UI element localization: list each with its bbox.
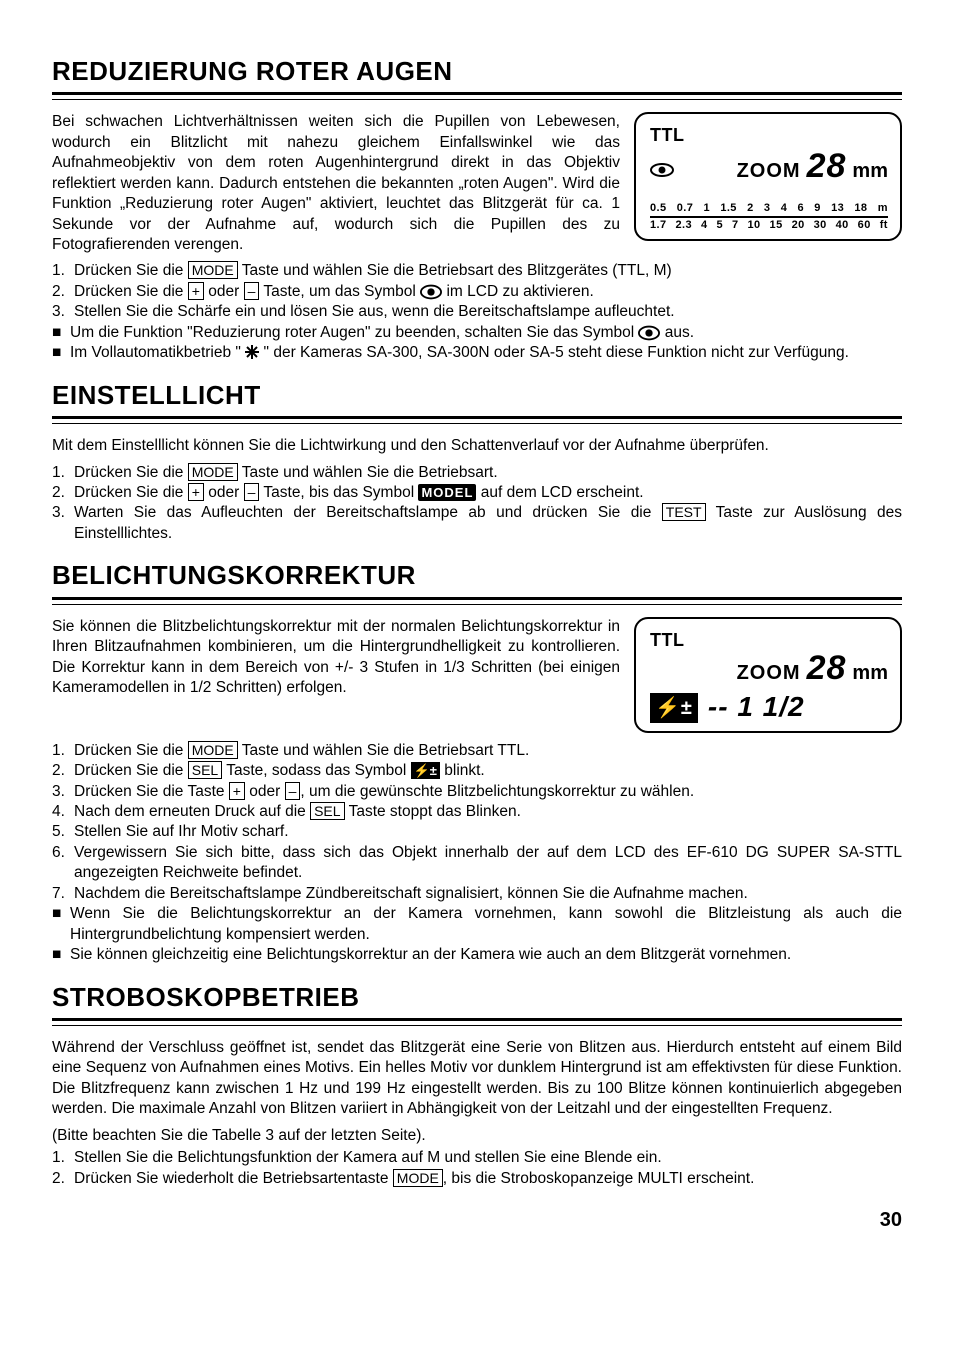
step-text: Um die Funktion "Reduzierung roter Augen… bbox=[70, 323, 902, 343]
step-text: Wenn Sie die Belichtungskorrektur an der… bbox=[70, 904, 902, 945]
step-num: 4. bbox=[52, 802, 74, 822]
flash-comp-icon: ⚡± bbox=[650, 693, 698, 723]
step-text: Stellen Sie auf Ihr Motiv scharf. bbox=[74, 822, 902, 842]
section3-heading: BELICHTUNGSKORREKTUR bbox=[52, 558, 902, 594]
zoom-unit: mm bbox=[852, 158, 888, 184]
step-num: 5. bbox=[52, 822, 74, 842]
step-num: 3. bbox=[52, 302, 74, 322]
step-text: Stellen Sie die Schärfe ein und lösen Si… bbox=[74, 302, 902, 322]
step-num: 6. bbox=[52, 843, 74, 884]
flash-comp-icon: ⚡± bbox=[411, 762, 440, 779]
eye-icon bbox=[638, 325, 660, 341]
divider bbox=[52, 416, 902, 424]
step-text: Stellen Sie die Belichtungsfunktion der … bbox=[74, 1148, 902, 1168]
plus-key: + bbox=[188, 483, 204, 501]
step-text: Sie können gleichzeitig eine Belichtungs… bbox=[70, 945, 902, 965]
step-text: Drücken Sie die Taste + oder –, um die g… bbox=[74, 782, 902, 802]
step-num: 2. bbox=[52, 483, 74, 503]
distance-scale: 0.50.711.5234691318m 1.72.34571015203040… bbox=[650, 203, 888, 231]
mode-key: MODE bbox=[188, 741, 238, 759]
section1-steps: 1.Drücken Sie die MODE Taste und wählen … bbox=[52, 261, 902, 363]
ev-value: -- 1 1/2 bbox=[708, 689, 805, 726]
step-text: Nachdem die Bereitschaftslampe Zündberei… bbox=[74, 884, 902, 904]
sel-key: SEL bbox=[310, 802, 344, 820]
zoom-label: ZOOM bbox=[737, 158, 801, 184]
step-num: 1. bbox=[52, 1148, 74, 1168]
step-num: 2. bbox=[52, 282, 74, 302]
bullet: ■ bbox=[52, 904, 70, 945]
section2-heading: EINSTELLLICHT bbox=[52, 378, 902, 414]
step-text: Drücken Sie die MODE Taste und wählen Si… bbox=[74, 741, 902, 761]
divider bbox=[52, 597, 902, 605]
lcd-display-2: TTL ZOOM 28 mm ⚡± -- 1 1/2 bbox=[634, 617, 902, 733]
section2-steps: 1.Drücken Sie die MODE Taste und wählen … bbox=[52, 463, 902, 545]
step-num: 2. bbox=[52, 761, 74, 781]
bullet: ■ bbox=[52, 343, 70, 363]
section4-para: Während der Verschluss geöffnet ist, sen… bbox=[52, 1038, 902, 1120]
step-text: Drücken Sie die MODE Taste und wählen Si… bbox=[74, 463, 902, 483]
step-num: 2. bbox=[52, 1169, 74, 1189]
section4-steps: 1.Stellen Sie die Belichtungsfunktion de… bbox=[52, 1148, 902, 1189]
step-text: Drücken Sie die + oder – Taste, bis das … bbox=[74, 483, 902, 503]
sel-key: SEL bbox=[188, 761, 222, 779]
step-text: Drücken Sie die SEL Taste, sodass das Sy… bbox=[74, 761, 902, 781]
mode-key: MODE bbox=[188, 261, 238, 279]
minus-key: – bbox=[244, 483, 260, 501]
section1-heading: REDUZIERUNG ROTER AUGEN bbox=[52, 54, 902, 90]
zoom-label: ZOOM bbox=[737, 660, 801, 686]
step-num: 1. bbox=[52, 741, 74, 761]
step-num: 3. bbox=[52, 503, 74, 544]
step-num: 7. bbox=[52, 884, 74, 904]
step-text: Drücken Sie die + oder – Taste, um das S… bbox=[74, 282, 902, 302]
step-num: 3. bbox=[52, 782, 74, 802]
step-text: Drücken Sie wiederholt die Betriebsarten… bbox=[74, 1169, 902, 1189]
section2-para: Mit dem Einstelllicht können Sie die Lic… bbox=[52, 436, 902, 456]
minus-key: – bbox=[285, 782, 301, 800]
step-text: Drücken Sie die MODE Taste und wählen Si… bbox=[74, 261, 902, 281]
zoom-value: 28 bbox=[807, 646, 847, 691]
bullet: ■ bbox=[52, 945, 70, 965]
minus-key: – bbox=[244, 282, 260, 300]
section4-note: (Bitte beachten Sie die Tabelle 3 auf de… bbox=[52, 1126, 902, 1146]
step-text: Nach dem erneuten Druck auf die SEL Tast… bbox=[74, 802, 902, 822]
plus-key: + bbox=[188, 282, 204, 300]
mode-key: MODE bbox=[188, 463, 238, 481]
step-num: 1. bbox=[52, 463, 74, 483]
plus-key: + bbox=[229, 782, 245, 800]
step-text: Vergewissern Sie sich bitte, dass sich d… bbox=[74, 843, 902, 884]
step-num: 1. bbox=[52, 261, 74, 281]
divider bbox=[52, 1018, 902, 1026]
model-icon: MODEL bbox=[418, 484, 476, 501]
page-number: 30 bbox=[52, 1207, 902, 1233]
zoom-value: 28 bbox=[807, 144, 847, 189]
zoom-unit: mm bbox=[852, 660, 888, 686]
section3-steps: 1.Drücken Sie die MODE Taste und wählen … bbox=[52, 741, 902, 966]
star-icon bbox=[245, 345, 259, 359]
step-text: Im Vollautomatikbetrieb " " der Kameras … bbox=[70, 343, 902, 363]
eye-icon bbox=[420, 284, 442, 300]
section4-heading: STROBOSKOPBETRIEB bbox=[52, 980, 902, 1016]
test-key: TEST bbox=[662, 503, 706, 521]
eye-icon bbox=[650, 163, 674, 177]
bullet: ■ bbox=[52, 323, 70, 343]
lcd-display-1: TTL ZOOM 28 mm 0.50.711.5234691318m 1.72… bbox=[634, 112, 902, 241]
step-text: Warten Sie das Aufleuchten der Bereitsch… bbox=[74, 503, 902, 544]
divider bbox=[52, 92, 902, 100]
mode-key: MODE bbox=[393, 1169, 443, 1187]
